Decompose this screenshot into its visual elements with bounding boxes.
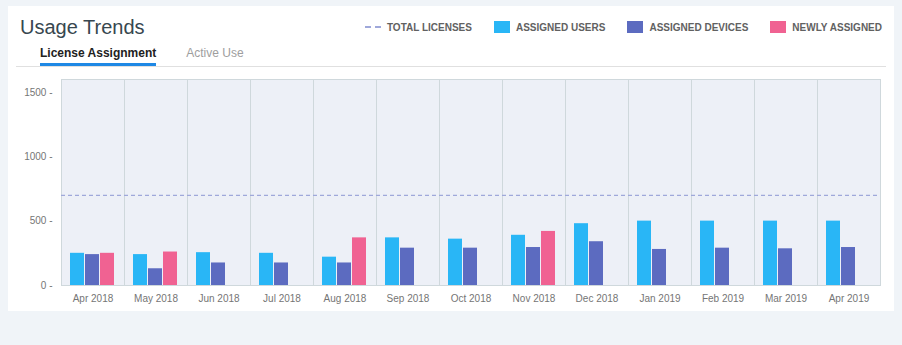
svg-text:Jul 2018: Jul 2018 (263, 293, 301, 304)
html-text:TOTAL LICENSES: TOTAL LICENSES (386, 21, 472, 33)
svg-text:1000 -: 1000 - (24, 151, 52, 162)
svg-text:Apr 2019: Apr 2019 (829, 293, 870, 304)
svg-text:0 -: 0 - (41, 280, 53, 291)
html-text:Active Use: Active Use (186, 46, 244, 60)
svg-text:Oct 2018: Oct 2018 (451, 293, 492, 304)
svg-text:1500 -: 1500 - (24, 87, 52, 98)
svg-text:Jan 2019: Jan 2019 (639, 293, 681, 304)
svg-text:500 -: 500 - (30, 215, 53, 226)
html-text:NEWLY ASSIGNED: NEWLY ASSIGNED (792, 21, 882, 33)
html-text:ASSIGNED DEVICES: ASSIGNED DEVICES (649, 21, 749, 33)
svg-text:Dec 2018: Dec 2018 (576, 293, 619, 304)
svg-text:Mar 2019: Mar 2019 (765, 293, 808, 304)
svg-text:Nov 2018: Nov 2018 (513, 293, 556, 304)
svg-text:Feb 2019: Feb 2019 (702, 293, 745, 304)
svg-text:Jun 2018: Jun 2018 (198, 293, 240, 304)
html-text:License Assignment: License Assignment (40, 46, 157, 60)
svg-text:Sep 2018: Sep 2018 (387, 293, 430, 304)
html-text:Usage Trends: Usage Trends (20, 15, 145, 38)
html-text:ASSIGNED USERS: ASSIGNED USERS (516, 21, 606, 33)
svg-text:Apr 2018: Apr 2018 (73, 293, 114, 304)
svg-text:Aug 2018: Aug 2018 (324, 293, 367, 304)
svg-text:May 2018: May 2018 (134, 293, 178, 304)
